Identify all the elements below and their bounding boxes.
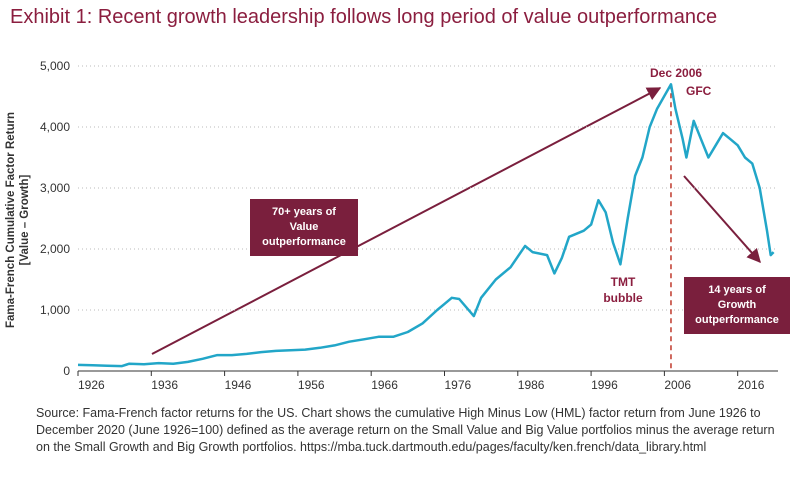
y-tick-label: 2,000 [40,242,70,256]
x-tick-label: 2006 [664,378,691,392]
y-tick-label: 5,000 [40,59,70,73]
annotation-box: 14 years of Growth outperformance [684,277,790,334]
y-tick-label: 1,000 [40,303,70,317]
y-tick-label: 3,000 [40,181,70,195]
y-tick-label: 0 [63,364,70,378]
annotation-box: 70+ years of Value outperformance [250,199,358,256]
x-tick-label: 1936 [151,378,178,392]
annotation: TMT bubble [603,275,643,305]
x-tick-label: 1946 [225,378,252,392]
chart: Fama-French Cumulative Factor Return [Va… [5,59,778,392]
x-tick-label: 2016 [738,378,765,392]
x-tick-label: 1986 [518,378,545,392]
x-tick-label: 1926 [78,378,105,392]
x-tick-label: 1956 [298,378,325,392]
y-axis-label: [Value – Growth] [19,174,31,265]
arrow [151,87,662,355]
arrow [683,175,761,264]
chart-title: Exhibit 1: Recent growth leadership foll… [10,6,718,28]
y-axis-label: Fama-French Cumulative Factor Return [5,112,17,328]
y-tick-label: 4,000 [40,120,70,134]
annotation: Dec 2006 [650,66,703,80]
series-line [77,83,775,368]
x-tick-label: 1976 [444,378,471,392]
annotation: GFC [686,84,712,98]
x-tick-label: 1996 [591,378,618,392]
source-note: Source: Fama-French factor returns for t… [36,406,775,454]
x-tick-label: 1966 [371,378,398,392]
